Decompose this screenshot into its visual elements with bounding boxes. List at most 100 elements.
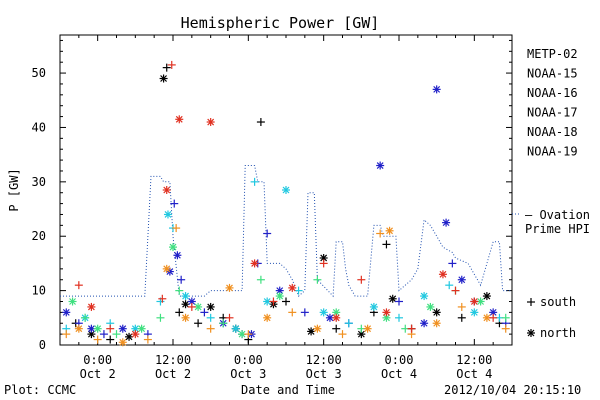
data-point-metp-02 bbox=[175, 308, 184, 317]
marker-stroke bbox=[87, 325, 95, 333]
data-point-noaa-17 bbox=[112, 330, 121, 339]
data-point-noaa-19 bbox=[175, 115, 184, 124]
data-point-noaa-19 bbox=[106, 324, 115, 333]
data-point-noaa-17 bbox=[426, 302, 435, 311]
legend: METP-02 NOAA-15 NOAA-16 NOAA-17 NOAA-18 NOAA-… bbox=[512, 47, 590, 340]
x-tick-day-label: Oct 3 bbox=[230, 367, 266, 381]
marker-stroke bbox=[87, 303, 95, 311]
x-tick-day-label: Oct 2 bbox=[155, 367, 191, 381]
data-point-noaa-16 bbox=[282, 186, 290, 194]
marker-stroke bbox=[263, 298, 271, 305]
marker-stroke bbox=[169, 243, 177, 251]
marker-stroke bbox=[263, 314, 271, 322]
marker-stroke bbox=[232, 325, 240, 333]
marker-stroke bbox=[119, 338, 127, 346]
data-point-noaa-18 bbox=[385, 226, 394, 235]
data-point-noaa-15 bbox=[170, 199, 179, 208]
marker-stroke bbox=[207, 303, 215, 311]
x-axis-label: Date and Time bbox=[241, 383, 335, 397]
data-point-metp-02 bbox=[319, 253, 328, 262]
y-tick-label: 0 bbox=[39, 338, 46, 352]
data-point-noaa-19 bbox=[357, 275, 366, 284]
data-point-noaa-17 bbox=[194, 302, 203, 311]
data-point-noaa-19 bbox=[438, 270, 447, 279]
data-point-noaa-18 bbox=[181, 313, 190, 322]
data-point-noaa-17 bbox=[275, 292, 284, 301]
data-point-noaa-17 bbox=[476, 297, 485, 306]
data-point-noaa-19 bbox=[187, 302, 196, 311]
data-point-noaa-17 bbox=[169, 243, 177, 252]
data-point-noaa-16 bbox=[445, 281, 454, 290]
marker-stroke bbox=[282, 186, 290, 194]
marker-stroke bbox=[194, 303, 202, 311]
data-point-noaa-18 bbox=[118, 338, 127, 347]
data-point-noaa-18 bbox=[482, 313, 491, 322]
data-point-noaa-19 bbox=[470, 297, 479, 306]
data-point-noaa-16 bbox=[470, 308, 479, 317]
y-tick-label: 50 bbox=[32, 66, 46, 80]
data-point-noaa-16 bbox=[181, 292, 190, 301]
data-point-noaa-19 bbox=[167, 60, 176, 69]
marker-stroke bbox=[433, 85, 441, 93]
data-point-noaa-19 bbox=[319, 259, 328, 268]
data-point-noaa-18 bbox=[206, 324, 215, 333]
data-point-noaa-16 bbox=[250, 177, 259, 186]
data-point-noaa-17 bbox=[68, 297, 77, 306]
marker-stroke bbox=[62, 308, 70, 316]
data-point-noaa-15 bbox=[448, 259, 457, 268]
data-point-metp-02 bbox=[307, 327, 316, 336]
y-tick-label: 30 bbox=[32, 175, 46, 189]
data-point-noaa-19 bbox=[489, 313, 498, 322]
marker-stroke bbox=[332, 314, 340, 322]
plot-credit: Plot: CCMC bbox=[4, 383, 76, 397]
marker-stroke bbox=[238, 330, 246, 338]
legend-marker-label: north bbox=[540, 326, 576, 340]
marker-stroke bbox=[332, 308, 340, 316]
data-point-noaa-18 bbox=[376, 229, 385, 238]
data-point-noaa-19 bbox=[225, 313, 234, 322]
marker-stroke bbox=[276, 287, 284, 295]
data-point-metp-02 bbox=[282, 297, 290, 306]
marker-stroke bbox=[182, 314, 189, 322]
data-point-noaa-15 bbox=[118, 324, 127, 333]
data-point-noaa-17 bbox=[81, 313, 90, 322]
x-tick-time-label: 0:00 bbox=[83, 353, 112, 367]
legend-entry: NOAA-17 bbox=[527, 106, 578, 120]
marker-stroke bbox=[433, 319, 441, 327]
data-point-noaa-19 bbox=[407, 324, 416, 333]
data-point-noaa-17 bbox=[501, 313, 510, 322]
data-point-noaa-16 bbox=[231, 324, 240, 333]
data-point-noaa-18 bbox=[172, 224, 181, 233]
data-point-noaa-19 bbox=[269, 297, 278, 306]
y-tick-label: 20 bbox=[32, 229, 46, 243]
marker-stroke bbox=[173, 251, 181, 259]
data-point-metp-02 bbox=[162, 63, 171, 72]
marker-stroke bbox=[160, 75, 168, 82]
data-point-noaa-18 bbox=[288, 308, 297, 317]
marker-stroke bbox=[433, 308, 441, 316]
marker-stroke bbox=[439, 270, 447, 278]
marker-stroke bbox=[489, 308, 497, 316]
data-point-noaa-15 bbox=[432, 85, 441, 94]
data-point-noaa-16 bbox=[163, 210, 172, 219]
marker-stroke bbox=[131, 330, 139, 338]
data-point-noaa-15 bbox=[376, 161, 385, 170]
marker-stroke bbox=[426, 303, 434, 311]
data-point-noaa-15 bbox=[200, 308, 209, 317]
marker-stroke bbox=[251, 259, 259, 267]
marker-stroke bbox=[138, 325, 146, 333]
x-tick-day-label: Oct 4 bbox=[381, 367, 417, 381]
data-point-metp-02 bbox=[256, 118, 265, 127]
marker-stroke bbox=[389, 295, 397, 303]
ovation-prime-hpi-line bbox=[60, 165, 512, 298]
data-point-noaa-18 bbox=[225, 283, 234, 292]
marker-stroke bbox=[119, 325, 127, 333]
data-point-noaa-16 bbox=[420, 292, 429, 301]
data-point-noaa-17 bbox=[175, 286, 184, 295]
y-tick-label: 10 bbox=[32, 284, 46, 298]
legend-marker-south-icon bbox=[527, 298, 535, 306]
data-point-noaa-15 bbox=[62, 308, 71, 317]
marker-stroke bbox=[477, 298, 485, 305]
data-point-noaa-18 bbox=[363, 324, 372, 333]
marker-stroke bbox=[364, 325, 372, 333]
